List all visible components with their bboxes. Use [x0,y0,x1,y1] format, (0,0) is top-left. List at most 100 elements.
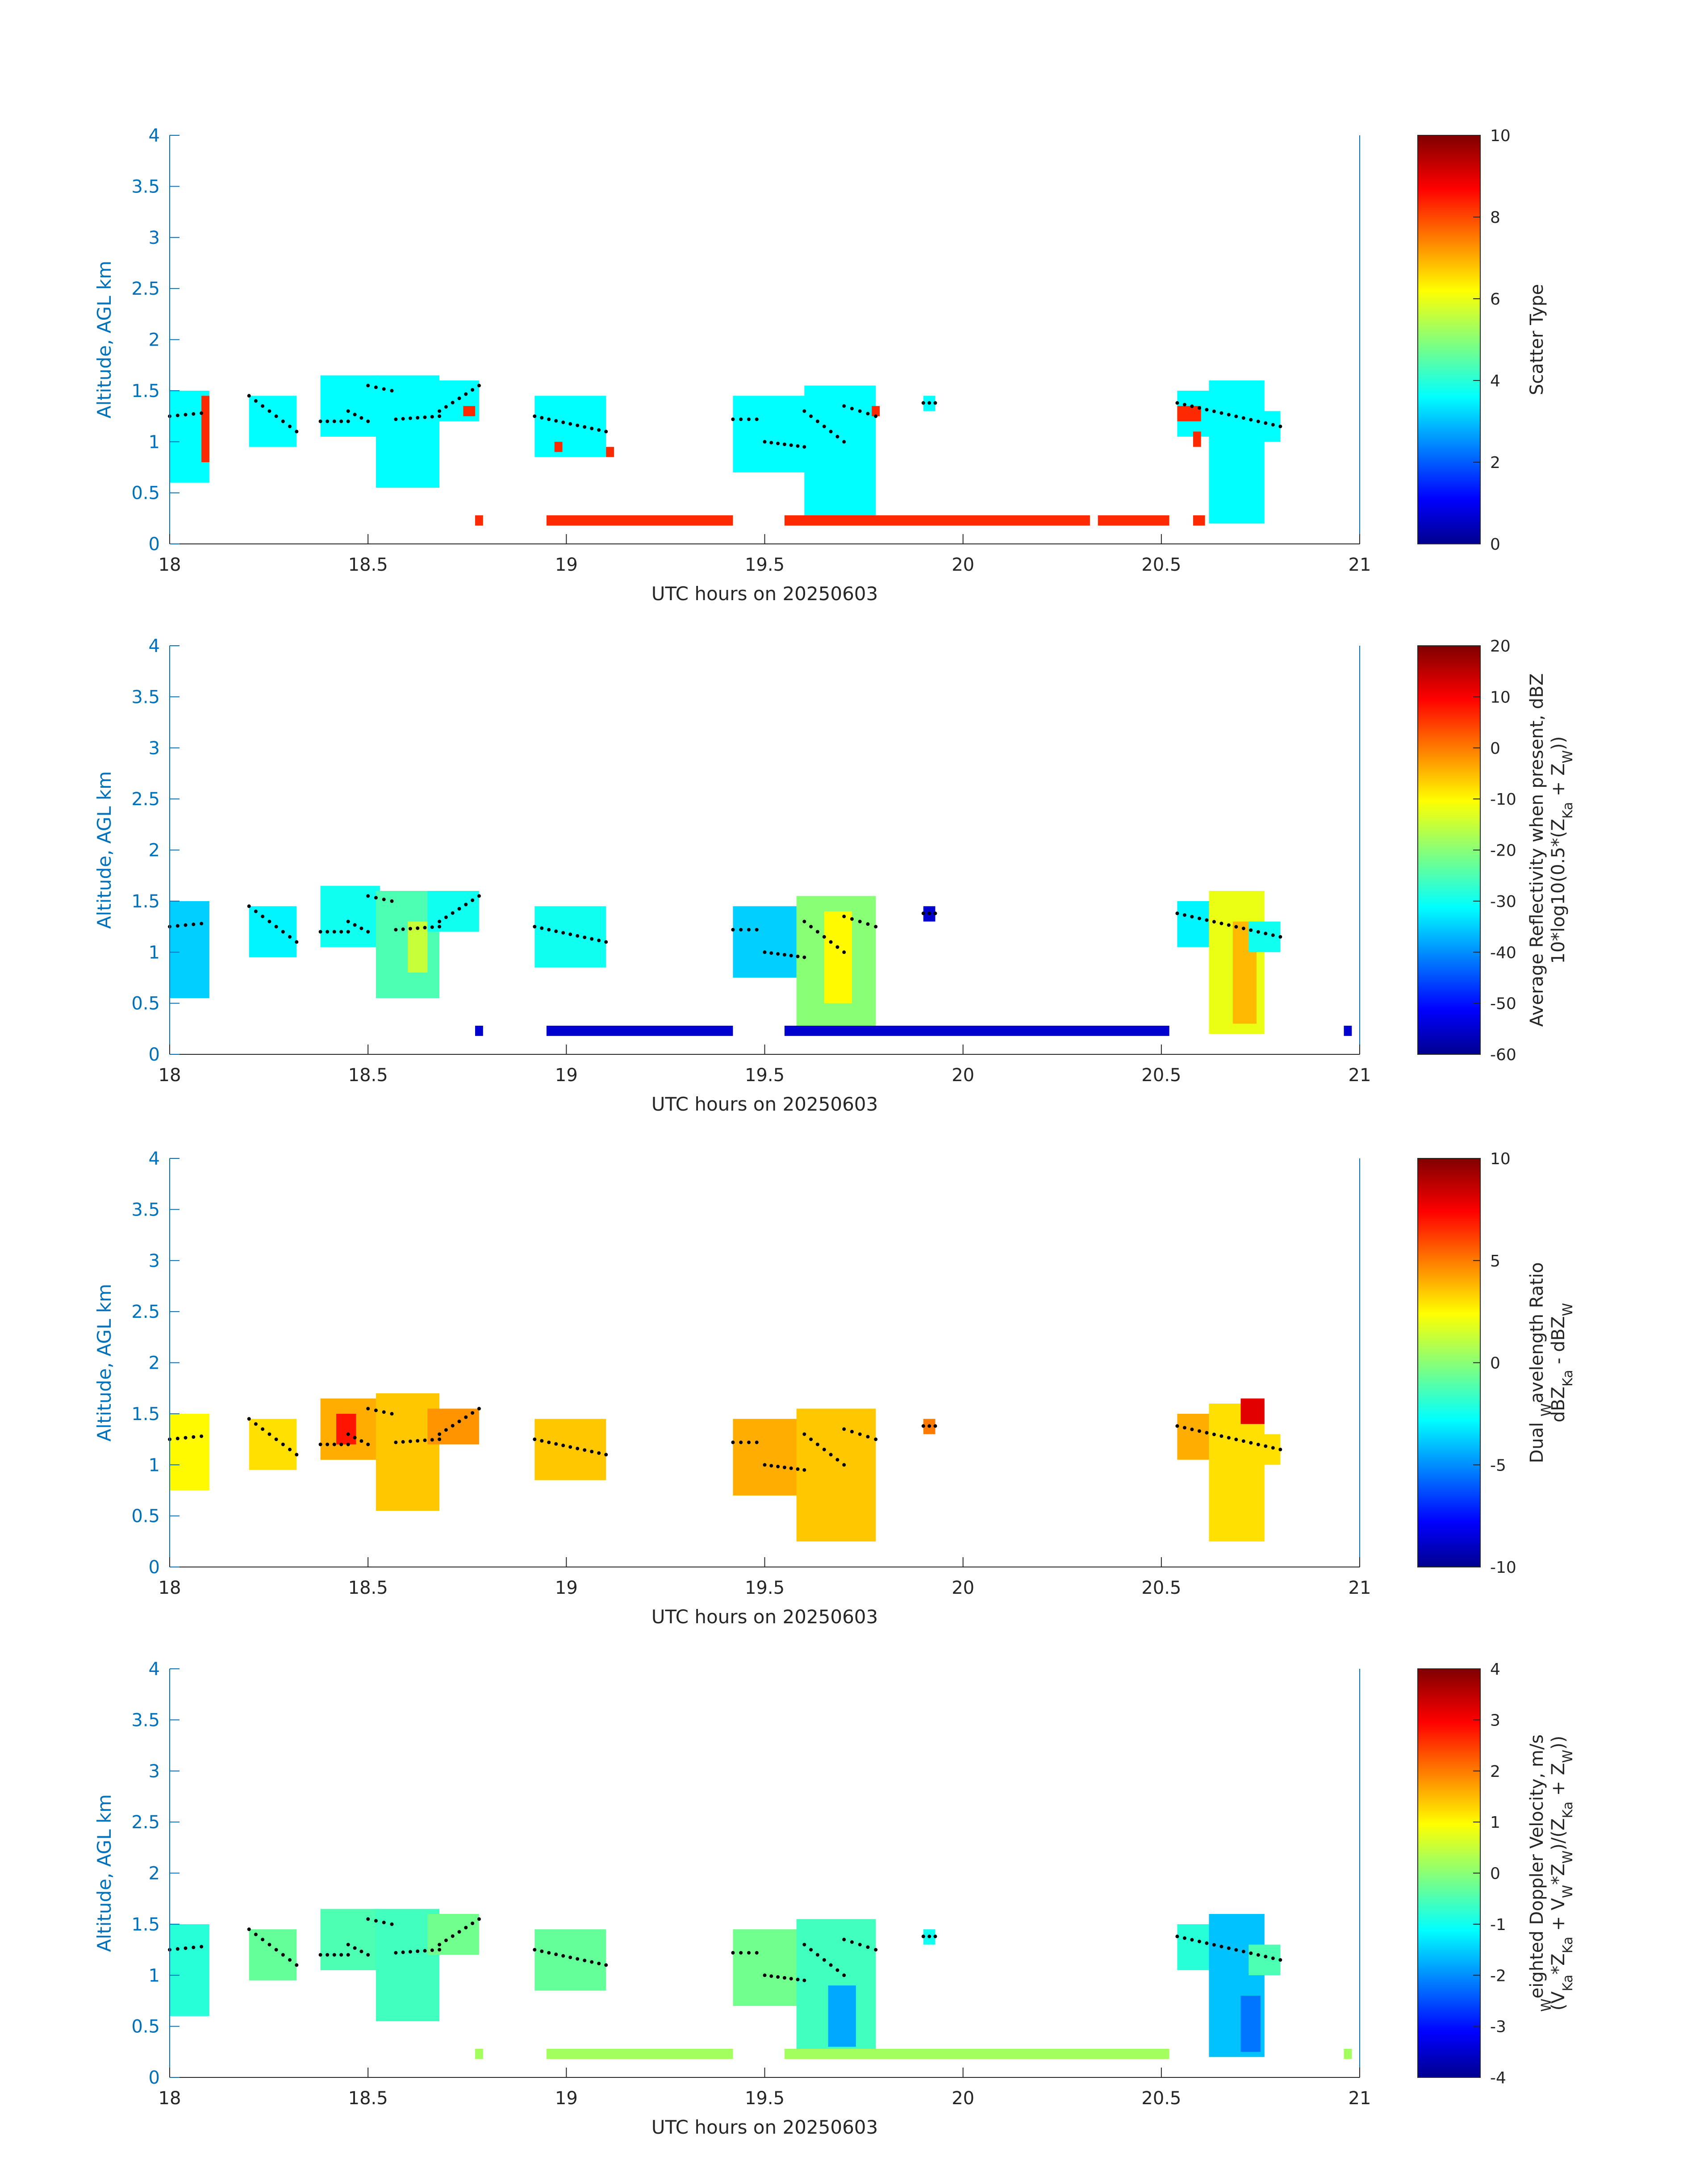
heatmap-cell [872,406,880,417]
heatmap-cell [1177,1924,1209,1970]
cloud-top-dot [192,1945,196,1949]
cloud-top-dot [471,1922,475,1925]
cloud-top-dot [921,401,925,405]
cloud-top-dot [842,950,846,954]
cloud-top-dot [288,424,292,428]
cloud-top-dot [576,934,580,938]
colorbar-tick-label: 20 [1490,637,1511,656]
cloud-top-dot [1264,1955,1268,1959]
x-tick-label: 19 [555,1578,578,1598]
heatmap-cell [201,396,209,462]
cloud-top-dot [576,423,580,427]
cloud-top-dot [554,1442,558,1446]
cloud-top-dot [802,955,806,959]
cloud-top-dot [274,1948,278,1952]
cloud-top-dot [353,413,357,417]
cloud-top-dot [175,414,180,418]
cloud-top-dot [326,1442,330,1446]
y-tick-label: 4 [149,125,160,146]
cloud-top-dot [782,1466,786,1469]
heatmap-cell [1249,1434,1281,1465]
cloud-top-dot [326,419,330,423]
cloud-top-dot [583,936,587,940]
cloud-top-dot [554,419,558,423]
cloud-top-dot [339,1442,343,1446]
cloud-top-dot [747,417,751,421]
cloud-top-dot [802,409,806,413]
y-tick-label: 2 [149,330,160,351]
cloud-top-dot [274,1437,278,1442]
y-tick-label: 4 [149,1149,160,1169]
cloud-top-dot [921,1935,925,1939]
heatmap-cell [1240,1996,1261,2052]
cloud-top-dot [769,1464,773,1468]
x-tick-label: 18 [159,2088,181,2109]
cloud-top-dot [1212,1433,1216,1437]
cloud-top-dot [394,1951,398,1955]
y-tick-label: 2 [149,1864,160,1884]
cloud-top-dot [583,1959,587,1963]
heatmap-cell [427,1914,479,1955]
cloud-top-dot [416,926,420,930]
cloud-top-dot [457,1930,461,1934]
cloud-top-dot [815,1442,819,1446]
colorbar-tick-label: -40 [1490,944,1516,962]
cloud-top-dot [533,414,537,418]
cloud-top-dot [755,1951,759,1955]
cloud-top-dot [281,1953,285,1957]
y-tick-label: 3 [149,738,160,759]
cloud-top-dot [755,417,759,421]
cloud-top-dot [547,928,551,932]
cloud-top-dot [776,952,780,956]
colorbar-label: Scatter Type [1527,284,1547,395]
cloud-top-dot [332,1442,336,1446]
cloud-top-dot [802,919,806,923]
cloud-top-dot [731,928,735,932]
cloud-top-dot [1234,1948,1238,1952]
cloud-top-dot [1190,1938,1194,1942]
colorbar-tick-label: 4 [1490,1660,1500,1679]
colorbar-tick-label: 0 [1490,1354,1500,1373]
cloud-top-dot [274,925,278,929]
colorbar-tick-label: 2 [1490,454,1500,472]
cloud-top-dot [366,419,370,423]
cloud-top-dot [769,1974,773,1978]
cloud-top-dot [1264,421,1268,425]
cloud-top-dot [444,405,448,409]
colorbar-tick-label: 8 [1490,209,1500,227]
heatmap-cell [1193,515,1205,526]
cloud-top-dot [184,1946,188,1950]
y-tick-label: 1 [149,1455,160,1475]
cloud-top-dot [927,911,931,915]
cloud-top-dot [1205,918,1209,922]
cloud-top-dot [184,413,188,417]
cloud-top-dot [339,1953,343,1957]
cloud-top-dot [809,1437,813,1442]
cloud-top-dot [1182,1426,1186,1430]
cloud-top-dot [346,919,350,923]
cloud-top-dot [739,928,743,932]
cloud-top-dot [1219,921,1224,925]
heatmap-cell [546,515,733,526]
y-tick-label: 3.5 [131,687,160,707]
y-tick-label: 1.5 [131,381,160,401]
cloud-top-dot [1219,411,1224,415]
cloud-top-dot [430,925,434,929]
cloud-top-dot [1175,1935,1179,1939]
cloud-top-dot [933,1935,937,1939]
cloud-top-dot [332,1953,336,1957]
cloud-top-dot [247,1417,251,1421]
x-tick-label: 21 [1349,1065,1371,1086]
colorbar-tick-label: 4 [1490,372,1500,390]
y-tick-label: 2.5 [131,789,160,810]
cloud-top-dot [769,441,773,445]
colorbar-gradient [1417,645,1481,1055]
cloud-top-dot [359,1439,363,1443]
cloud-top-dot [731,417,735,421]
heatmap-cell [1249,921,1281,953]
cloud-top-dot [782,1976,786,1980]
cloud-top-dot [1197,1939,1201,1943]
cloud-top-dot [382,387,386,391]
